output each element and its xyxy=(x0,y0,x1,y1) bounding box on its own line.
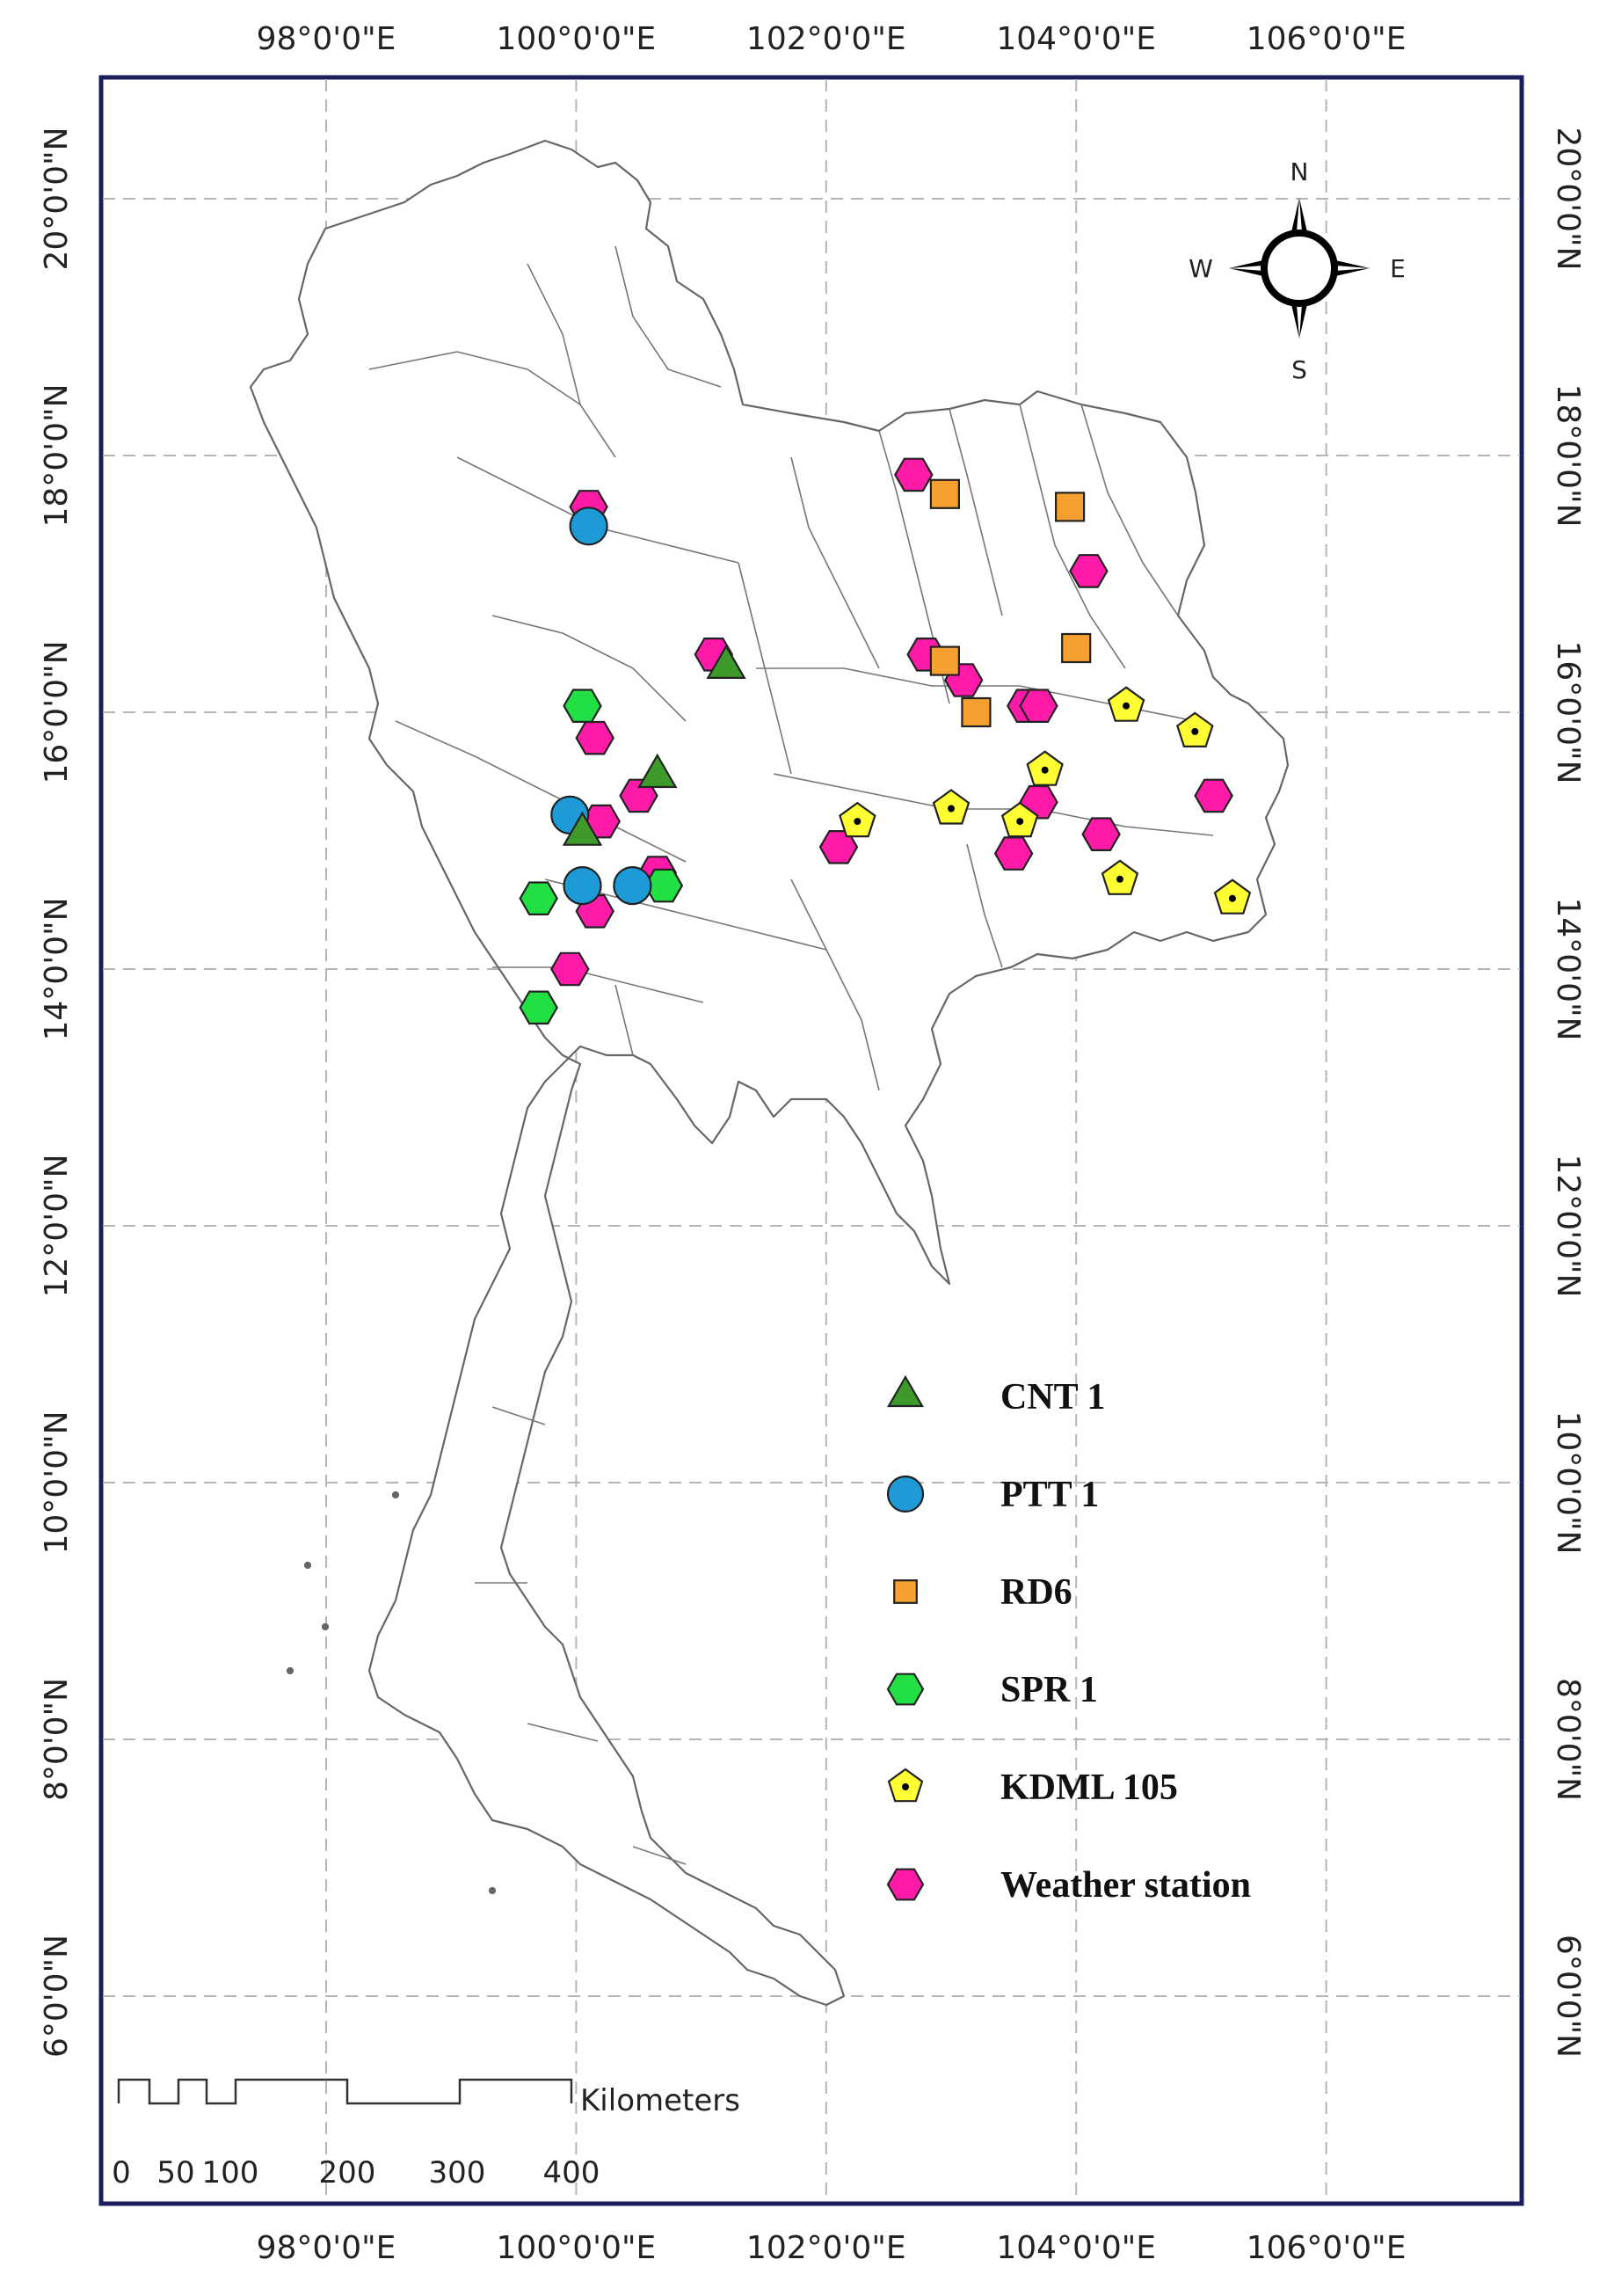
pentagon-dot xyxy=(1123,702,1131,710)
site-markers xyxy=(519,457,1252,1025)
latitude-label: 16°0'0"N xyxy=(39,640,75,784)
latitude-label: 8°0'0"N xyxy=(1550,1678,1586,1801)
pentagon-dot xyxy=(854,818,862,826)
spr-1-marker xyxy=(519,881,558,916)
scale-tick-label: 200 xyxy=(319,2155,376,2190)
legend-label: Weather station xyxy=(1000,1865,1251,1906)
scale-tick-labels: 0 50 100 200 300 400 xyxy=(112,2155,600,2190)
weather-station-marker xyxy=(1081,817,1121,852)
compass-north-label: N xyxy=(1290,157,1309,186)
latitude-label: 6°0'0"N xyxy=(39,1935,75,2058)
compass-west-label: W xyxy=(1189,254,1213,283)
rd6-marker xyxy=(961,696,992,728)
pentagon-dot xyxy=(1116,875,1123,883)
latitude-labels-left: 20°0'0"N 18°0'0"N 16°0'0"N 14°0'0"N 12°0'0"N… xyxy=(39,127,75,2058)
longitude-label: 98°0'0"E xyxy=(257,21,396,57)
legend-label: PTT 1 xyxy=(1000,1475,1099,1515)
latitude-label: 6°0'0"N xyxy=(1550,1935,1586,2058)
latitude-label: 16°0'0"N xyxy=(1550,640,1586,784)
scale-bar: Kilometers 0 50 100 200 300 400 xyxy=(112,2078,740,2190)
pentagon-dot xyxy=(902,1783,909,1790)
rd6-marker xyxy=(929,645,960,676)
pentagon-dot xyxy=(1041,766,1049,774)
compass-east-label: E xyxy=(1390,254,1406,283)
legend-item: Weather station xyxy=(886,1865,1251,1906)
rd6-marker xyxy=(1054,492,1086,522)
latitude-label: 10°0'0"N xyxy=(39,1410,75,1554)
compass-south-label: S xyxy=(1291,355,1307,384)
rd6-marker xyxy=(929,478,960,509)
weather-station-marker xyxy=(993,836,1034,871)
longitude-labels-bottom: 98°0'0"E 100°0'0"E 102°0'0"E 104°0'0"E 106°0… xyxy=(257,2230,1407,2266)
cnt-1-marker xyxy=(637,753,678,789)
weather-station-marker xyxy=(1069,554,1109,588)
latitude-label: 10°0'0"N xyxy=(1550,1410,1586,1554)
latitude-label: 12°0'0"N xyxy=(39,1154,75,1297)
legend-symbol-hexagon xyxy=(886,1673,925,1706)
weather-station-marker xyxy=(1194,778,1233,813)
scale-tick-label: 0 xyxy=(112,2155,131,2190)
rd6-marker xyxy=(1061,632,1092,664)
spr-1-marker xyxy=(563,689,602,724)
longitude-label: 100°0'0"E xyxy=(497,21,657,57)
legend-label: CNT 1 xyxy=(1000,1377,1105,1418)
longitude-labels-top: 98°0'0"E 100°0'0"E 102°0'0"E 104°0'0"E 106°0… xyxy=(257,21,1407,57)
legend-symbol-circle xyxy=(886,1475,925,1513)
latitude-label: 20°0'0"N xyxy=(39,127,75,270)
ptt-1-marker xyxy=(563,865,602,906)
legend-item: CNT 1 xyxy=(886,1374,1105,1418)
longitude-label: 106°0'0"E xyxy=(1247,2230,1407,2266)
longitude-label: 106°0'0"E xyxy=(1247,21,1407,57)
spr-1-marker xyxy=(519,990,558,1025)
legend-item: RD6 xyxy=(893,1572,1072,1613)
latitude-label: 18°0'0"N xyxy=(39,383,75,527)
weather-station-marker xyxy=(575,720,614,755)
scale-tick-label: 300 xyxy=(429,2155,486,2190)
latitude-label: 14°0'0"N xyxy=(1550,897,1586,1040)
thailand-outline xyxy=(249,139,1290,2007)
pentagon-dot xyxy=(1191,727,1199,735)
scale-unit-label: Kilometers xyxy=(580,2083,740,2118)
scale-tick-label: 100 xyxy=(202,2155,259,2190)
cnt-1-marker xyxy=(562,811,603,846)
latitude-labels-right: 20°0'0"N 18°0'0"N 16°0'0"N 14°0'0"N 12°0'0"N… xyxy=(1550,127,1586,2058)
latitude-label: 20°0'0"N xyxy=(1550,127,1586,270)
latitude-label: 18°0'0"N xyxy=(1550,383,1586,527)
legend-item: PTT 1 xyxy=(886,1475,1099,1515)
legend-label: SPR 1 xyxy=(1000,1670,1098,1710)
legend-symbol-hexagon xyxy=(886,1868,925,1901)
weather-station-marker xyxy=(550,951,590,987)
ptt-1-marker xyxy=(569,507,608,546)
legend-item: SPR 1 xyxy=(886,1670,1098,1710)
legend-item: KDML 105 xyxy=(887,1768,1178,1808)
weather-station-marker xyxy=(1019,689,1058,724)
longitude-label: 104°0'0"E xyxy=(996,21,1156,57)
longitude-label: 104°0'0"E xyxy=(996,2230,1156,2266)
scale-tick-label: 400 xyxy=(543,2155,600,2190)
latitude-label: 12°0'0"N xyxy=(1550,1154,1586,1297)
legend-label: RD6 xyxy=(1000,1572,1072,1613)
pentagon-dot xyxy=(1228,894,1236,902)
longitude-label: 102°0'0"E xyxy=(746,2230,906,2266)
compass-rose-icon: N S E W xyxy=(1189,157,1406,384)
legend-label: KDML 105 xyxy=(1000,1768,1178,1808)
scale-tick-label: 50 xyxy=(156,2155,194,2190)
longitude-label: 98°0'0"E xyxy=(257,2230,396,2266)
longitude-label: 102°0'0"E xyxy=(746,21,906,57)
latitude-label: 14°0'0"N xyxy=(39,897,75,1040)
legend-symbol-triangle xyxy=(886,1374,925,1408)
ptt-1-marker xyxy=(613,865,652,906)
longitude-label: 100°0'0"E xyxy=(497,2230,657,2266)
map-legend: CNT 1 PTT 1 RD6 SPR 1 KDML 105 Weather statio… xyxy=(886,1374,1251,1906)
latitude-label: 8°0'0"N xyxy=(39,1678,75,1801)
pentagon-dot xyxy=(948,805,955,813)
legend-symbol-square xyxy=(893,1579,918,1604)
weather-station-marker xyxy=(894,457,934,492)
cnt-1-marker xyxy=(706,644,746,680)
pentagon-dot xyxy=(1016,818,1024,826)
